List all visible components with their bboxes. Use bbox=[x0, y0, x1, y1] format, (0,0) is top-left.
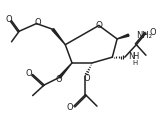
Polygon shape bbox=[117, 34, 129, 39]
Text: H: H bbox=[132, 60, 138, 66]
Polygon shape bbox=[52, 29, 65, 45]
Text: O: O bbox=[34, 18, 41, 27]
Polygon shape bbox=[59, 63, 72, 78]
Text: NH₂: NH₂ bbox=[136, 31, 152, 40]
Text: O: O bbox=[67, 103, 73, 112]
Text: N: N bbox=[128, 52, 134, 61]
Text: O: O bbox=[83, 74, 90, 83]
Text: O: O bbox=[150, 28, 156, 37]
Text: H: H bbox=[132, 52, 139, 61]
Text: O: O bbox=[55, 75, 62, 84]
Text: O: O bbox=[95, 21, 102, 30]
Text: O: O bbox=[5, 15, 12, 24]
Text: O: O bbox=[25, 69, 32, 78]
